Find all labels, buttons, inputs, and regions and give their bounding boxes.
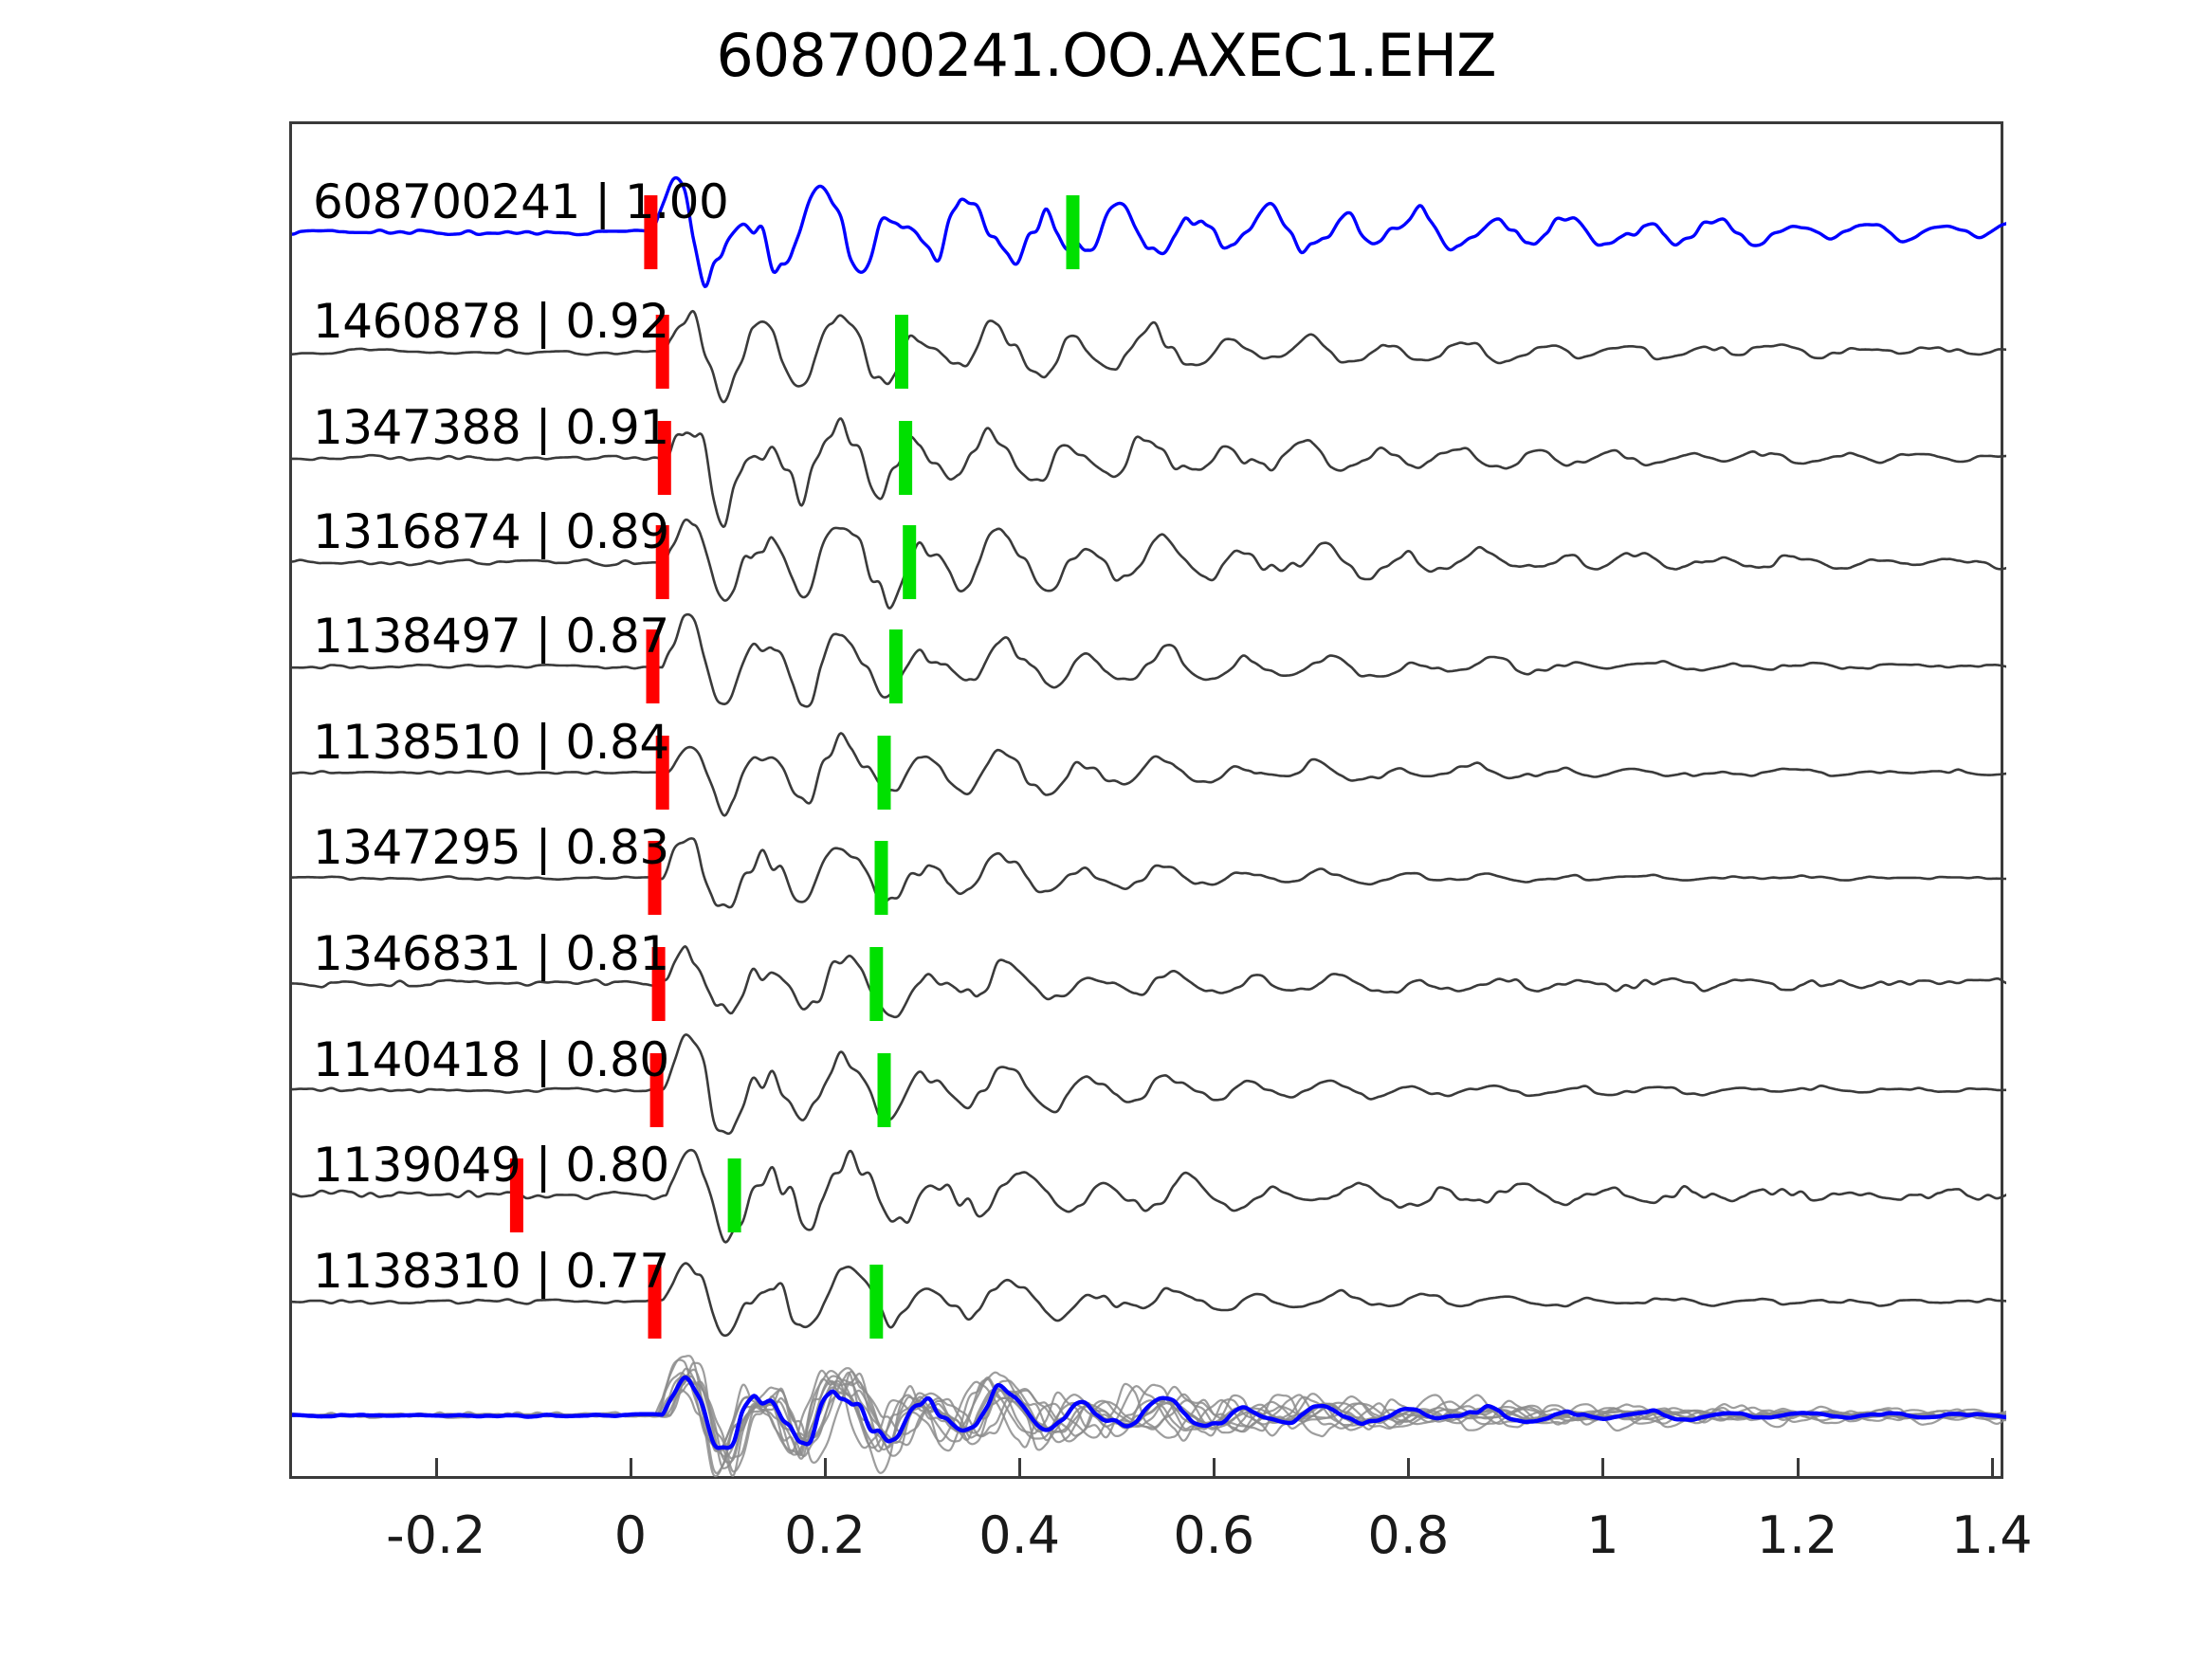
x-axis-tick-mark: [1796, 1458, 1800, 1479]
waveform-trace: [292, 1033, 2006, 1136]
waveform-trace: [292, 175, 2006, 289]
x-axis-tick-label: 0.4: [978, 1505, 1061, 1565]
x-axis-tick-label: 1.2: [1756, 1505, 1838, 1565]
trace-label-1347388: 1347388 | 0.91: [313, 400, 669, 455]
p-pick-marker: [655, 315, 669, 389]
p-pick-marker: [648, 1265, 662, 1339]
s-pick-marker: [899, 421, 913, 495]
trace-label-1460878: 1460878 | 0.92: [313, 294, 669, 349]
x-axis-tick-mark: [1213, 1458, 1216, 1479]
x-axis-tick-label: -0.2: [386, 1505, 486, 1565]
trace-label-1346831: 1346831 | 0.81: [313, 926, 669, 981]
s-pick-marker: [895, 315, 908, 389]
waveform-trace: [292, 1262, 2006, 1338]
s-pick-marker: [869, 1265, 884, 1339]
waveform-trace: [292, 1367, 2006, 1478]
trace-label-1138310: 1138310 | 0.77: [313, 1244, 669, 1299]
waveform-trace: [292, 1375, 2006, 1450]
waveform-trace: [292, 1374, 2006, 1470]
p-pick-marker: [648, 841, 662, 915]
s-pick-marker: [874, 841, 888, 915]
x-axis-tick-label: 0.8: [1367, 1505, 1450, 1565]
trace-label-1316874: 1316874 | 0.89: [313, 504, 669, 559]
trace-label-1138497: 1138497 | 0.87: [313, 609, 669, 664]
s-pick-marker: [877, 736, 891, 810]
plot-axes: [289, 121, 2006, 1479]
p-pick-marker: [509, 1158, 523, 1232]
waveform-trace: [292, 309, 2006, 404]
waveform-trace: [292, 518, 2006, 610]
x-axis-tick-mark: [824, 1458, 828, 1479]
trace-label-1138510: 1138510 | 0.84: [313, 715, 669, 770]
p-pick-marker: [655, 525, 669, 599]
x-axis-tick-mark: [1990, 1458, 1994, 1479]
p-pick-marker: [646, 629, 660, 703]
x-axis-tick-label: 0.6: [1173, 1505, 1255, 1565]
s-pick-marker: [877, 1053, 891, 1127]
x-axis-tick-label: 1.4: [1950, 1505, 2033, 1565]
waveform-trace: [292, 417, 2006, 529]
p-pick-marker: [655, 736, 669, 810]
waveform-plot: [292, 175, 2006, 1478]
x-axis-tick-label: 0.2: [784, 1505, 867, 1565]
x-axis-tick-mark: [1018, 1458, 1022, 1479]
s-pick-marker: [1066, 195, 1080, 269]
s-pick-marker: [903, 525, 917, 599]
trace-label-608700241: 608700241 | 1.00: [313, 174, 729, 229]
x-axis-tick-label: 1: [1586, 1505, 1619, 1565]
x-axis-tick-mark: [1407, 1458, 1411, 1479]
p-pick-marker: [644, 195, 658, 269]
x-axis-tick-label: 0: [613, 1505, 648, 1565]
x-axis-tick-mark: [1601, 1458, 1605, 1479]
x-axis-tick-mark: [629, 1458, 632, 1479]
s-pick-marker: [727, 1158, 741, 1232]
x-axis-tick-mark: [434, 1458, 438, 1479]
waveform-trace: [292, 1148, 2006, 1244]
waveform-trace: [292, 732, 2006, 817]
p-pick-marker: [657, 421, 671, 495]
waveform-trace: [292, 837, 2006, 909]
trace-label-1347295: 1347295 | 0.83: [313, 820, 669, 875]
p-pick-marker: [649, 1053, 664, 1127]
waveform-trace: [292, 612, 2006, 708]
page-title: 608700241.OO.AXEC1.EHZ: [716, 21, 1496, 90]
p-pick-marker: [651, 947, 666, 1021]
waveform-trace: [292, 1379, 2006, 1464]
s-pick-marker: [888, 629, 903, 703]
waveform-trace: [292, 944, 2006, 1019]
trace-label-1139049: 1139049 | 0.80: [313, 1138, 669, 1193]
s-pick-marker: [869, 947, 884, 1021]
trace-label-1140418: 1140418 | 0.80: [313, 1032, 669, 1087]
